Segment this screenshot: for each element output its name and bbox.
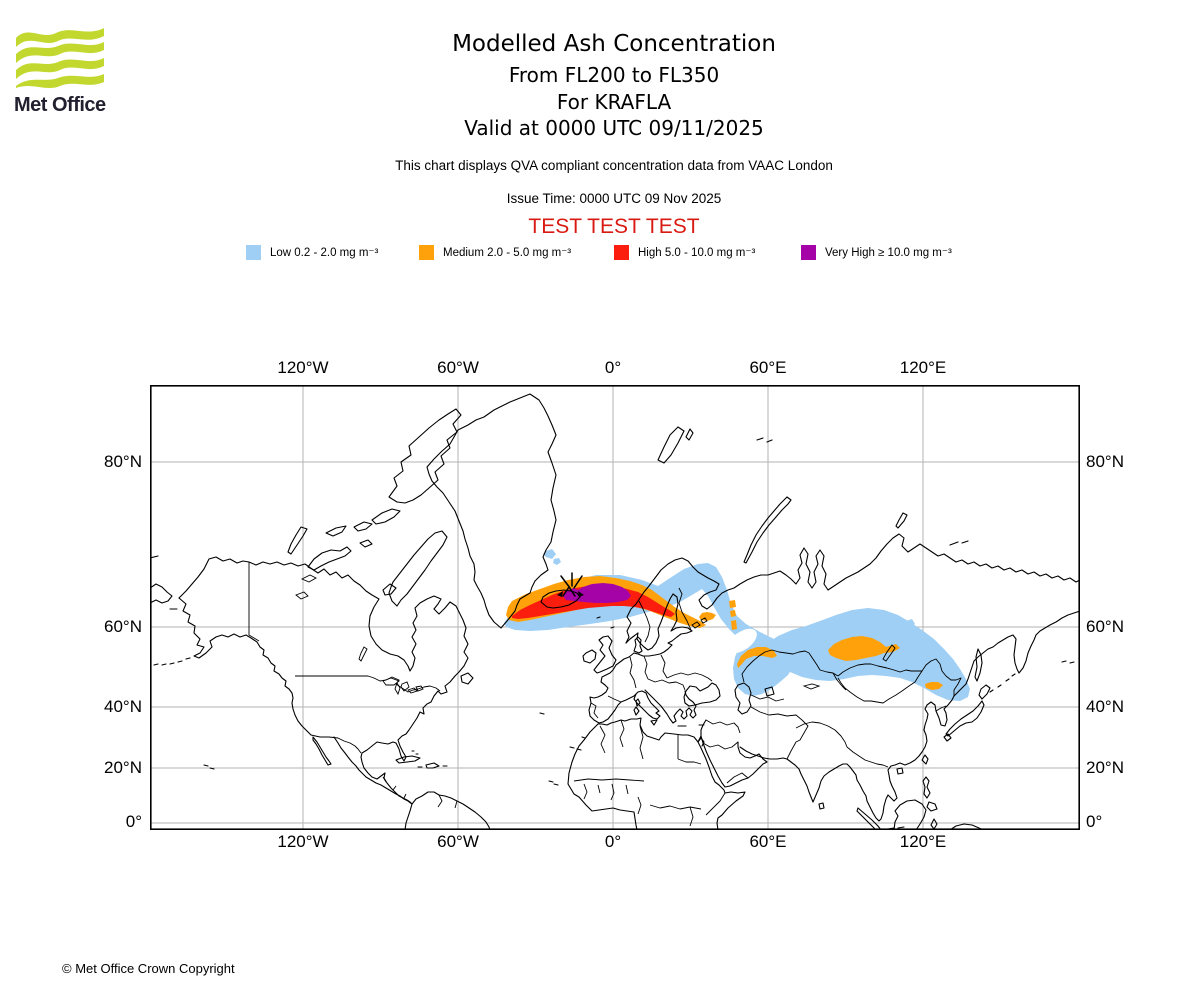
world-map [149, 385, 1081, 831]
lat-label-left-80n: 80°N [104, 452, 142, 471]
lat-label-right-0: 0° [1086, 812, 1103, 831]
world-map-canvas [149, 385, 1081, 831]
volcano-marker [557, 572, 584, 597]
subtitle-valid-time: Valid at 0000 UTC 09/11/2025 [464, 116, 764, 140]
lat-label-left-40n: 40°N [104, 697, 142, 716]
legend-swatch-very-high [801, 244, 816, 260]
met-office-logo-waves [16, 28, 104, 88]
ash-low-polygon [543, 549, 556, 559]
ash-low-layer [504, 549, 970, 701]
ash-low-polygon [906, 619, 915, 627]
ash-clear-gap [727, 628, 757, 654]
lon-label-top-120e: 120°E [899, 358, 947, 377]
lat-label-left-60n: 60°N [104, 617, 142, 636]
lat-label-right-20n: 20°N [1086, 758, 1124, 777]
legend-label-very-high: Very High ≥ 10.0 mg m⁻³ [825, 247, 952, 259]
lon-label-bottom-120e: 120°E [899, 832, 947, 851]
small-islands [149, 437, 1075, 830]
lat-label-right-40n: 40°N [1086, 697, 1124, 716]
lon-label-bottom-120w: 120°W [277, 832, 329, 851]
legend-item-medium: Medium 2.0 - 5.0 mg m⁻³ [419, 244, 571, 260]
lon-label-top-0: 0° [604, 358, 622, 377]
issue-time: Issue Time: 0000 UTC 09 Nov 2025 [506, 191, 722, 206]
subtitle-volcano: For KRAFLA [556, 90, 672, 114]
legend-swatch-high [614, 244, 629, 260]
legend-swatch-medium [419, 244, 434, 260]
lat-label-left-0: 0° [125, 812, 142, 831]
lon-label-top-60w: 60°W [437, 358, 479, 377]
lakes [295, 574, 896, 696]
copyright-notice: © Met Office Crown Copyright [62, 961, 235, 976]
ash-medium-polygon [925, 682, 943, 690]
qva-description: This chart displays QVA compliant concen… [395, 158, 833, 173]
met-office-logo: Met Office [14, 22, 124, 117]
map-frame [150, 385, 1081, 830]
country-borders [248, 562, 962, 827]
lon-label-bottom-60e: 60°E [749, 832, 787, 851]
lat-label-left-20n: 20°N [104, 758, 142, 777]
ash-very-high-polygon [563, 583, 631, 603]
subtitle-flight-levels: From FL200 to FL350 [508, 63, 720, 87]
met-office-logo-text: Met Office [14, 94, 106, 116]
test-banner: TEST TEST TEST [528, 215, 700, 238]
lon-label-bottom-60w: 60°W [437, 832, 479, 851]
lat-label-right-80n: 80°N [1086, 452, 1124, 471]
lon-label-bottom-0: 0° [604, 832, 622, 851]
legend-label-medium: Medium 2.0 - 5.0 mg m⁻³ [443, 247, 572, 259]
page-title: Modelled Ash Concentration [452, 31, 776, 57]
ash-medium-polygon [729, 600, 737, 630]
ash-medium-polygon [828, 636, 900, 661]
ash-very-high-layer [563, 583, 631, 603]
lon-label-top-60e: 60°E [749, 358, 787, 377]
ash-medium-polygon [737, 647, 777, 668]
legend-item-very-high: Very High ≥ 10.0 mg m⁻³ [801, 244, 952, 260]
legend-label-low: Low 0.2 - 2.0 mg m⁻³ [270, 247, 379, 259]
graticule [150, 385, 1080, 830]
lon-label-top-120w: 120°W [277, 358, 329, 377]
legend-item-low: Low 0.2 - 2.0 mg m⁻³ [246, 244, 378, 260]
legend-label-high: High 5.0 - 10.0 mg m⁻³ [638, 247, 756, 259]
lat-label-right-60n: 60°N [1086, 617, 1124, 636]
ash-low-polygon [553, 558, 561, 565]
legend-swatch-low [246, 244, 261, 260]
legend-item-high: High 5.0 - 10.0 mg m⁻³ [614, 244, 755, 260]
